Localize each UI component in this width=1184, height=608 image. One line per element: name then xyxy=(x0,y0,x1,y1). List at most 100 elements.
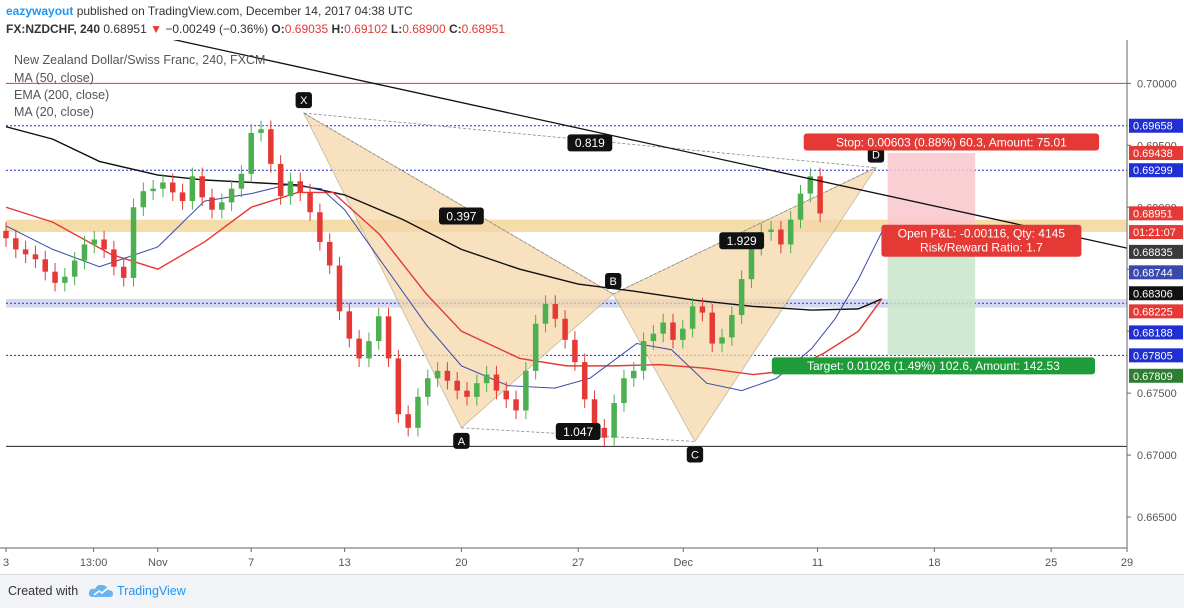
candle-body xyxy=(366,341,372,359)
candle-body xyxy=(91,239,98,245)
candle-body xyxy=(591,399,598,428)
price-label-box-4 xyxy=(1129,225,1183,240)
price-label-box-1 xyxy=(1129,145,1183,160)
candle-body xyxy=(385,316,392,359)
candle-body xyxy=(395,358,402,415)
target-label-box xyxy=(771,357,1096,375)
pattern-point-d-box xyxy=(867,146,885,163)
ohlc-low: 0.68900 xyxy=(402,22,446,36)
price-label-box-2 xyxy=(1129,163,1183,178)
rr-label: Risk/Reward Ratio: 1.7 xyxy=(920,241,1043,255)
pattern-leg-3 xyxy=(613,167,877,295)
legend-symbol: New Zealand Dollar/Swiss Franc, 240, FXC… xyxy=(14,53,266,67)
x-tick-4: 13 xyxy=(339,557,351,569)
candle-body xyxy=(277,163,284,197)
last-price: 0.68951 xyxy=(103,22,147,36)
candle-body xyxy=(699,306,706,313)
candle-body xyxy=(307,192,313,213)
pattern-xab xyxy=(302,112,614,429)
candle-body xyxy=(22,249,29,255)
pnl-box xyxy=(881,224,1082,257)
price-label-2: 0.69299 xyxy=(1133,165,1173,177)
price-label-box-7 xyxy=(1129,286,1183,301)
price-label-6: 0.68744 xyxy=(1133,267,1173,279)
candle-body xyxy=(3,230,9,239)
candle-body xyxy=(581,362,588,400)
ohlc-open: 0.69035 xyxy=(284,22,329,36)
created-with-text: Created with xyxy=(8,584,79,598)
y-tick-6: 0.67000 xyxy=(1137,450,1177,462)
candle-body xyxy=(640,341,647,371)
price-label-3: 0.68951 xyxy=(1133,208,1173,220)
pattern-point-b-box xyxy=(605,273,622,289)
x-tick-2: Nov xyxy=(148,557,168,569)
x-tick-11: 29 xyxy=(1121,557,1133,569)
pattern-point-d: D xyxy=(872,150,880,162)
candle-body xyxy=(297,181,304,193)
ratio-label-1-box xyxy=(439,207,484,225)
price-label-box-8 xyxy=(1129,304,1183,319)
candle-body xyxy=(42,259,48,272)
ratio-label-0: 0.819 xyxy=(575,136,605,150)
candle-body xyxy=(317,212,323,242)
candle-body xyxy=(375,316,382,342)
candle-body xyxy=(169,182,176,193)
pattern-point-c: C xyxy=(691,449,699,461)
candle-body xyxy=(160,182,166,189)
candle-body xyxy=(130,207,137,278)
tradingview-link[interactable]: TradingView xyxy=(117,584,186,598)
ratio-label-3-box xyxy=(719,232,765,250)
candle-body xyxy=(248,132,254,174)
pattern-point-x-box xyxy=(295,92,312,109)
candle-body xyxy=(689,306,696,329)
candle-body xyxy=(287,181,294,197)
candle-body xyxy=(405,414,411,428)
price-label-0: 0.69658 xyxy=(1133,121,1173,133)
candle-body xyxy=(807,176,814,194)
candle-body xyxy=(523,370,529,411)
y-tick-5: 0.67500 xyxy=(1137,388,1177,400)
x-tick-10: 25 xyxy=(1045,557,1057,569)
price-label-box-11 xyxy=(1129,368,1183,383)
candle-body xyxy=(738,279,745,316)
candle-body xyxy=(120,266,127,278)
legend-ema200: EMA (200, close) xyxy=(14,88,110,102)
stop-label: Stop: 0.00603 (0.88%) 60.3, Amount: 75.0… xyxy=(836,135,1067,149)
candle-body xyxy=(572,339,578,363)
pattern-point-b: B xyxy=(610,276,617,288)
candle-body xyxy=(817,176,823,214)
candle-body xyxy=(797,193,804,220)
candle-body xyxy=(111,249,117,267)
candle-body xyxy=(778,229,784,245)
candle-body xyxy=(513,399,519,411)
candle-body xyxy=(101,239,107,250)
publish-header: eazywayout published on TradingView.com,… xyxy=(6,4,413,18)
ohlc-high-key: H: xyxy=(331,22,345,36)
price-chart[interactable]: X A B C D 0.819 0.397 1.047 1.929 Stop: 0.00603 (… xyxy=(0,40,1184,574)
candle-body xyxy=(326,241,333,266)
price-label-11: 0.67809 xyxy=(1133,371,1173,383)
candle-body xyxy=(189,176,196,202)
author-link[interactable]: eazywayout xyxy=(6,4,74,18)
candle-body xyxy=(356,338,362,359)
candle-body xyxy=(209,197,215,210)
tradingview-cloud-icon xyxy=(88,584,113,597)
down-arrow-icon: ▼ xyxy=(150,22,162,36)
candle-body xyxy=(32,254,39,260)
x-tick-7: Dec xyxy=(673,557,693,569)
candle-body xyxy=(140,191,147,208)
candle-body xyxy=(52,271,58,283)
candle-body xyxy=(503,390,509,400)
candle-body xyxy=(729,315,735,338)
candle-body xyxy=(346,311,353,339)
ohlc-high: 0.69102 xyxy=(344,22,388,36)
zone-band-0 xyxy=(6,219,1127,233)
candle-body xyxy=(611,403,617,438)
price-label-1: 0.69438 xyxy=(1133,148,1173,160)
y-tick-0: 0.70000 xyxy=(1137,78,1177,90)
x-tick-6: 27 xyxy=(572,557,584,569)
candle-body xyxy=(601,427,608,438)
candle-body xyxy=(268,129,274,164)
pnl-label: Open P&L: -0.00116, Qty: 4145 xyxy=(898,227,1066,241)
candle-body xyxy=(483,374,490,384)
